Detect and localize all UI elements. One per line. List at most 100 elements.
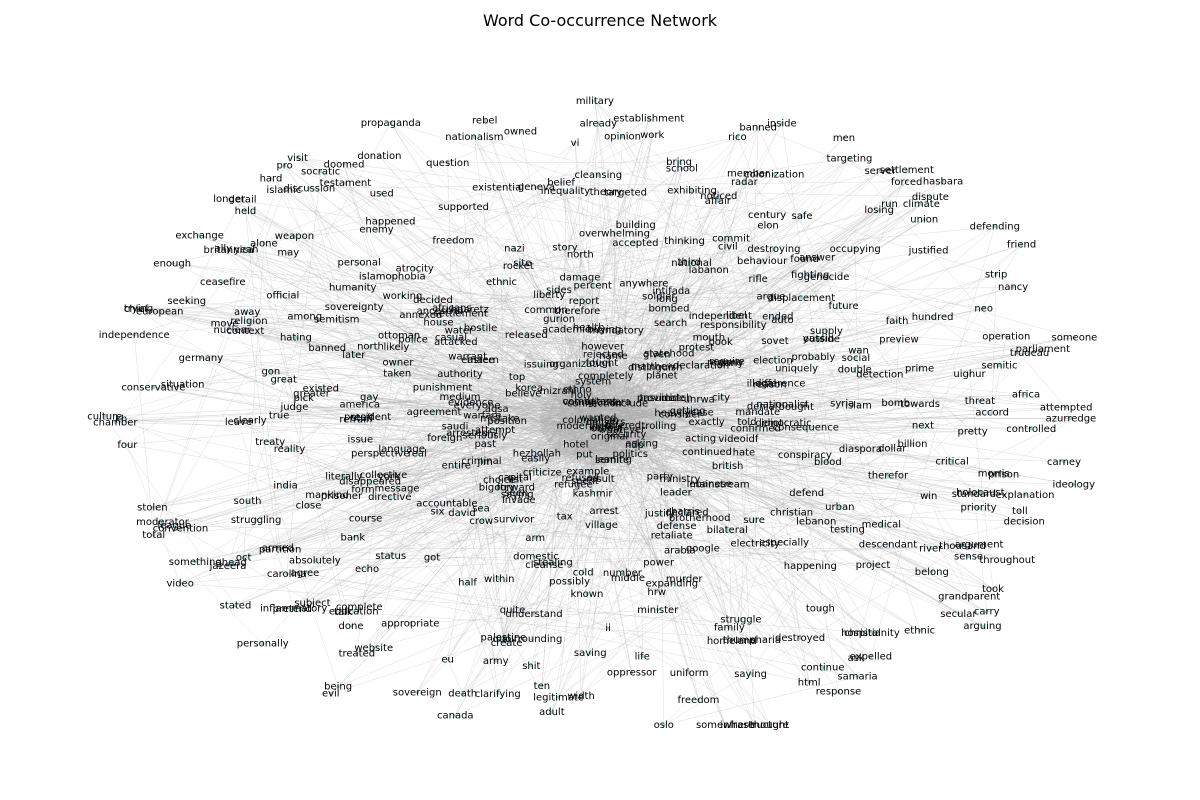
network-node — [563, 189, 568, 193]
network-edge — [626, 258, 805, 455]
network-node — [821, 666, 825, 670]
network-node — [283, 484, 288, 488]
node-label: christian — [770, 508, 813, 519]
node-label: homeland — [707, 636, 757, 647]
node-label: declared — [665, 508, 708, 519]
network-node — [808, 273, 812, 277]
node-label: later — [342, 350, 366, 361]
network-node — [394, 345, 399, 349]
network-edge — [134, 123, 782, 336]
node-label: death — [448, 689, 477, 700]
network-edge — [365, 432, 617, 519]
network-edge — [285, 419, 591, 486]
node-label: real — [408, 449, 427, 460]
network-node — [719, 396, 723, 400]
node-label: argue — [757, 291, 786, 302]
network-edge — [138, 308, 546, 311]
node-label: conservative — [121, 382, 185, 393]
network-node — [739, 617, 743, 622]
node-label: carney — [1047, 457, 1081, 468]
node-label: samaria — [837, 672, 877, 683]
network-edge — [295, 337, 597, 398]
node-label: arrested — [446, 428, 488, 439]
network-node — [910, 442, 915, 446]
network-edge — [641, 443, 858, 677]
network-node — [233, 604, 238, 608]
network-edge — [229, 198, 984, 309]
network-edge — [559, 413, 893, 449]
network-node — [193, 560, 197, 564]
network-node — [759, 381, 764, 386]
network-node — [990, 411, 994, 415]
node-label: require — [709, 357, 745, 368]
network-edge — [580, 373, 970, 696]
network-node — [400, 294, 405, 298]
node-label: number — [603, 568, 643, 579]
network-edge — [442, 387, 629, 578]
network-edge — [678, 161, 1004, 475]
network-node — [223, 321, 227, 326]
network-node — [886, 473, 890, 477]
network-edge — [381, 193, 468, 357]
network-edge — [474, 136, 803, 217]
network-edge — [127, 262, 360, 446]
node-label: voting — [562, 397, 593, 408]
network-node — [351, 286, 355, 290]
network-edge — [635, 242, 822, 340]
network-edge — [397, 362, 498, 695]
node-label: pro — [276, 161, 292, 172]
node-label: unrwa — [684, 395, 715, 406]
network-edge — [365, 403, 578, 519]
network-edge — [642, 338, 819, 418]
network-edge — [557, 244, 1022, 401]
node-label: within — [484, 574, 514, 585]
network-edge — [781, 123, 840, 508]
network-node — [842, 136, 846, 140]
node-label: confirmed — [730, 424, 780, 435]
node-label: controlled — [1006, 424, 1056, 435]
network-node — [125, 443, 129, 447]
node-label: faith — [886, 316, 909, 327]
network-edge — [200, 357, 504, 638]
node-label: leaning — [595, 455, 632, 466]
network-edge — [495, 392, 587, 662]
network-edge — [200, 357, 567, 386]
node-label: punishment — [413, 382, 473, 393]
network-node — [675, 396, 679, 400]
node-label: party — [647, 472, 674, 483]
node-label: situation — [161, 379, 205, 390]
node-label: banned — [308, 343, 346, 354]
network-edge — [297, 157, 636, 225]
network-node — [950, 459, 954, 463]
network-edge — [607, 136, 623, 389]
network-node — [756, 410, 760, 414]
network-node — [261, 642, 265, 646]
node-label: percent — [574, 280, 612, 291]
network-edge — [594, 412, 703, 451]
network-edge — [314, 329, 605, 561]
network-node — [551, 561, 555, 565]
node-label: justified — [908, 245, 949, 256]
network-node — [841, 304, 846, 308]
network-node — [620, 135, 625, 139]
network-node — [494, 486, 499, 490]
network-node — [845, 527, 850, 531]
node-label: annexed — [399, 310, 442, 321]
network-edge — [642, 425, 755, 520]
network-edge — [597, 399, 973, 432]
network-node — [826, 460, 830, 464]
network-node — [723, 723, 727, 727]
network-node — [516, 264, 520, 268]
node-label: double — [838, 365, 872, 376]
network-edge — [376, 229, 585, 439]
node-label: independent — [689, 311, 752, 322]
network-edge — [773, 249, 973, 432]
network-edge — [245, 211, 281, 550]
network-edge — [397, 373, 929, 497]
node-label: hospital — [841, 628, 881, 639]
network-edge — [761, 383, 913, 445]
node-label: message — [375, 483, 420, 494]
node-label: seeking — [167, 296, 206, 307]
node-label: commit — [712, 234, 750, 245]
